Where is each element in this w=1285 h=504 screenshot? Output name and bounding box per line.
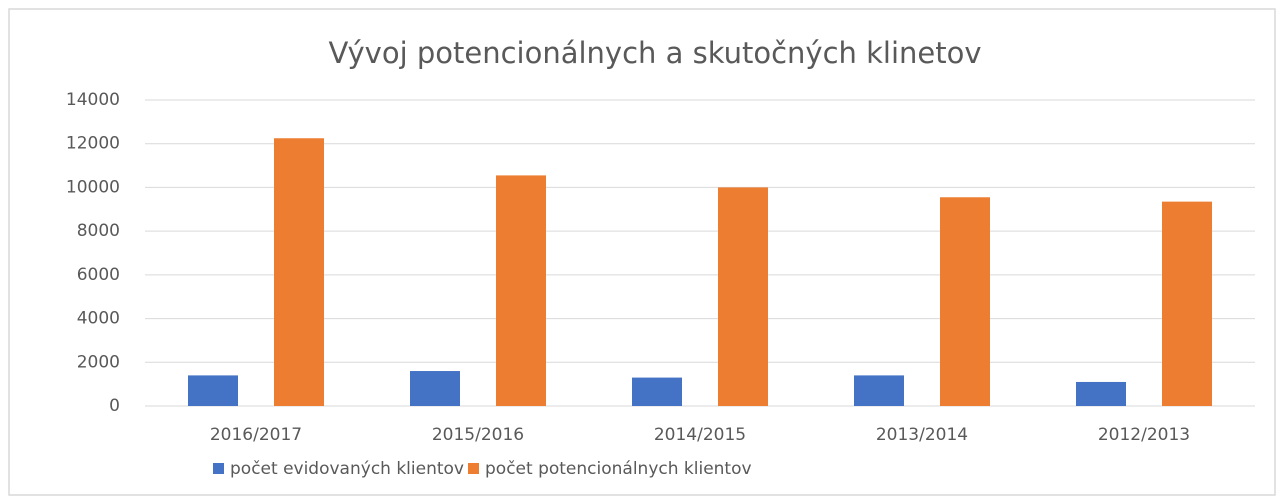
y-tick-label: 2000 xyxy=(77,352,120,372)
y-tick-label: 14000 xyxy=(66,90,120,110)
bar xyxy=(632,377,682,406)
x-tick-label: 2015/2016 xyxy=(432,425,524,445)
y-tick-label: 6000 xyxy=(77,265,120,285)
y-tick-label: 12000 xyxy=(66,134,120,154)
y-tick-label: 10000 xyxy=(66,177,120,197)
chart-title: Vývoj potencionálnych a skutočných kline… xyxy=(328,36,981,70)
bar xyxy=(718,187,768,406)
chart-frame xyxy=(8,8,1276,496)
bar xyxy=(854,375,904,406)
bar xyxy=(274,138,324,406)
y-tick-label: 8000 xyxy=(77,221,120,241)
y-tick-label: 4000 xyxy=(77,309,120,329)
x-tick-label: 2016/2017 xyxy=(210,425,302,445)
legend-swatch xyxy=(468,463,479,474)
x-tick-label: 2012/2013 xyxy=(1098,425,1190,445)
bar xyxy=(188,375,238,406)
bar xyxy=(410,371,460,406)
bar xyxy=(1162,201,1212,406)
bar xyxy=(940,197,990,406)
legend-swatch xyxy=(213,463,224,474)
x-tick-label: 2014/2015 xyxy=(654,425,746,445)
legend-label: počet evidovaných klientov xyxy=(230,459,464,479)
y-tick-label: 0 xyxy=(109,396,120,416)
x-tick-label: 2013/2014 xyxy=(876,425,968,445)
bar xyxy=(1076,381,1126,406)
bar xyxy=(496,175,546,406)
legend-label: počet potencionálnych klientov xyxy=(485,459,752,479)
